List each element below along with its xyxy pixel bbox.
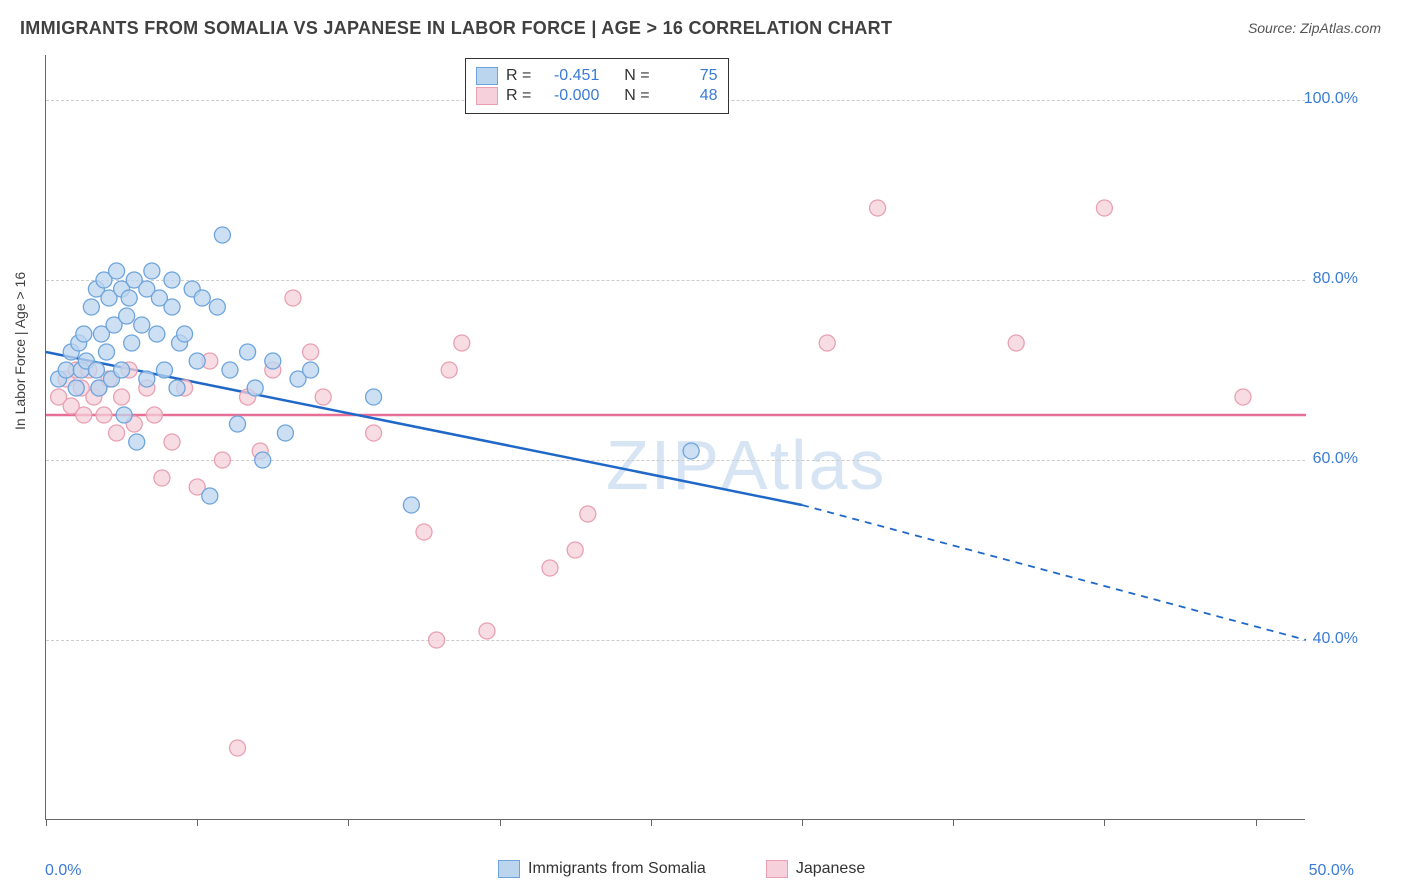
plot-area: ZIPAtlas	[45, 55, 1305, 820]
x-tick-mark	[348, 819, 349, 826]
chart-title: IMMIGRANTS FROM SOMALIA VS JAPANESE IN L…	[20, 18, 892, 39]
y-axis-label: In Labor Force | Age > 16	[12, 272, 28, 430]
x-tick-mark	[1256, 819, 1257, 826]
x-tick-mark	[500, 819, 501, 826]
swatch-pink	[476, 87, 498, 105]
series-legend: Immigrants from Somalia Japanese	[498, 860, 865, 878]
x-tick-label: 50.0%	[1309, 862, 1354, 880]
y-tick-label: 60.0%	[1313, 450, 1358, 468]
y-tick-label: 40.0%	[1313, 630, 1358, 648]
x-tick-mark	[1104, 819, 1105, 826]
y-tick-label: 80.0%	[1313, 270, 1358, 288]
swatch-blue	[476, 67, 498, 85]
x-tick-mark	[953, 819, 954, 826]
swatch-blue-icon	[498, 860, 520, 878]
x-tick-mark	[46, 819, 47, 826]
y-tick-label: 100.0%	[1304, 90, 1358, 108]
chart-source: Source: ZipAtlas.com	[1248, 20, 1381, 36]
swatch-pink-icon	[766, 860, 788, 878]
legend-row-pink: R = -0.000 N = 48	[476, 87, 718, 105]
legend-item-pink: Japanese	[766, 860, 865, 878]
x-tick-mark	[802, 819, 803, 826]
legend-item-blue: Immigrants from Somalia	[498, 860, 706, 878]
scatter-svg	[46, 55, 1305, 819]
x-tick-mark	[651, 819, 652, 826]
x-tick-label: 0.0%	[45, 862, 81, 880]
correlation-legend: R = -0.451 N = 75 R = -0.000 N = 48	[465, 58, 729, 114]
x-tick-mark	[197, 819, 198, 826]
legend-row-blue: R = -0.451 N = 75	[476, 67, 718, 85]
